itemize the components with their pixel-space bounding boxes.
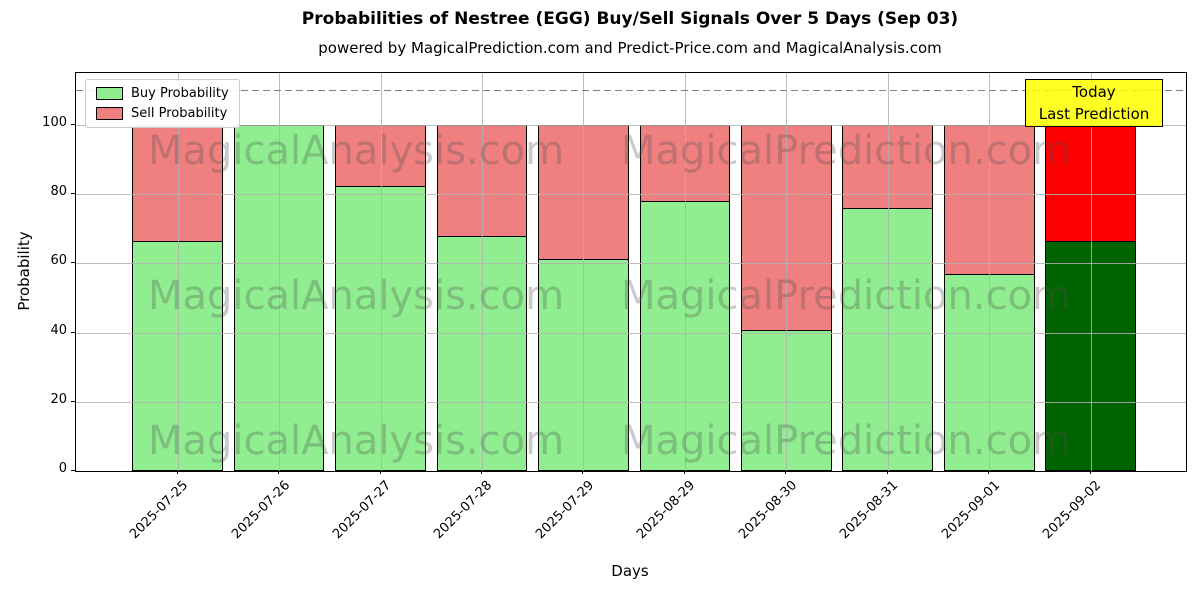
y-tick-mark: [71, 400, 75, 402]
buy-bar-segment: [436, 235, 528, 471]
v-gridline: [887, 73, 889, 471]
v-gridline: [989, 73, 991, 471]
today-annotation: Today Last Prediction: [1025, 79, 1163, 127]
y-tick-mark: [71, 262, 75, 264]
y-tick-label: 20: [50, 391, 67, 407]
h-gridline: [76, 401, 1186, 403]
x-tick-label: 2025-09-02: [1040, 478, 1105, 543]
legend-item: Sell Probability: [96, 106, 229, 121]
v-gridline: [177, 73, 179, 471]
y-tick-label: 40: [50, 322, 67, 338]
x-tick-mark: [176, 470, 178, 474]
legend-label: Buy Probability: [131, 86, 229, 101]
watermark-text: MagicalPrediction.com: [621, 273, 1071, 319]
threshold-dashed-line: [76, 89, 1186, 91]
grid-layer: [76, 73, 1186, 471]
h-gridline: [76, 332, 1186, 334]
x-tick-mark: [278, 470, 280, 474]
v-gridline: [1090, 73, 1092, 471]
watermark-text: MagicalPrediction.com: [621, 128, 1071, 174]
v-gridline: [482, 73, 484, 471]
watermark-text: MagicalPrediction.com: [621, 418, 1071, 464]
x-tick-mark: [582, 470, 584, 474]
x-tick-mark: [988, 470, 990, 474]
sell-bar-segment: [335, 124, 426, 187]
y-axis: 0 20 40 60 80 100: [0, 72, 75, 476]
x-tick-label: 2025-07-28: [431, 478, 496, 543]
y-tick-mark: [71, 331, 75, 333]
legend-swatch: [96, 87, 123, 100]
v-gridline: [583, 73, 585, 471]
x-tick-mark: [481, 470, 483, 474]
watermark-text: MagicalAnalysis.com: [147, 418, 565, 464]
x-tick-label: 2025-09-01: [938, 478, 1003, 543]
watermark-layer: MagicalAnalysis.com MagicalPrediction.com…: [76, 73, 1186, 471]
x-tick-mark: [1089, 470, 1091, 474]
v-gridline: [786, 73, 788, 471]
watermark-text: MagicalAnalysis.com: [147, 273, 565, 319]
x-tick-label: 2025-08-30: [735, 478, 800, 543]
x-tick-label: 2025-07-27: [330, 478, 395, 543]
h-gridline: [76, 263, 1186, 265]
chart-subtitle: powered by MagicalPrediction.com and Pre…: [318, 39, 942, 57]
sell-bar-segment: [436, 124, 528, 238]
v-gridline: [279, 73, 281, 471]
annotation-line2: Last Prediction: [1038, 105, 1150, 123]
h-gridline: [76, 124, 1186, 126]
sell-bar-segment: [943, 124, 1035, 276]
x-tick-mark: [683, 470, 685, 474]
y-tick-mark: [71, 193, 75, 195]
buy-bar-segment: [943, 273, 1035, 471]
x-axis: 2025-07-25 2025-07-26 2025-07-27 2025-07-28…: [75, 470, 1185, 600]
y-tick-label: 60: [50, 253, 67, 269]
annotation-line1: Today: [1072, 83, 1116, 101]
x-tick-mark: [785, 470, 787, 474]
legend-swatch: [96, 107, 123, 120]
x-tick-mark: [379, 470, 381, 474]
x-tick-label: 2025-08-29: [634, 478, 699, 543]
chart-title: Probabilities of Nestree (EGG) Buy/Sell …: [301, 9, 959, 29]
y-tick-label: 0: [58, 461, 67, 476]
y-tick-label: 100: [42, 114, 67, 130]
legend: Buy Probability Sell Probability: [85, 79, 240, 128]
y-tick-mark: [71, 470, 75, 471]
x-tick-label: 2025-07-25: [127, 478, 192, 543]
v-gridline: [380, 73, 382, 471]
y-tick-label: 80: [50, 184, 67, 200]
x-tick-label: 2025-07-26: [228, 478, 293, 543]
legend-label: Sell Probability: [131, 106, 228, 121]
x-tick-label: 2025-08-31: [837, 478, 902, 543]
x-tick-mark: [886, 470, 888, 474]
v-gridline: [684, 73, 686, 471]
x-tick-label: 2025-07-29: [533, 478, 598, 543]
buy-bar-segment: [1045, 240, 1136, 471]
watermark-text: MagicalAnalysis.com: [147, 128, 565, 174]
buy-bar-segment: [335, 185, 426, 471]
sell-bar-segment: [1045, 124, 1136, 243]
x-axis-label: Days: [611, 562, 649, 580]
y-tick-mark: [71, 123, 75, 125]
h-gridline: [76, 194, 1186, 196]
plot-area: MagicalAnalysis.com MagicalPrediction.com…: [75, 72, 1187, 472]
legend-item: Buy Probability: [96, 86, 229, 101]
